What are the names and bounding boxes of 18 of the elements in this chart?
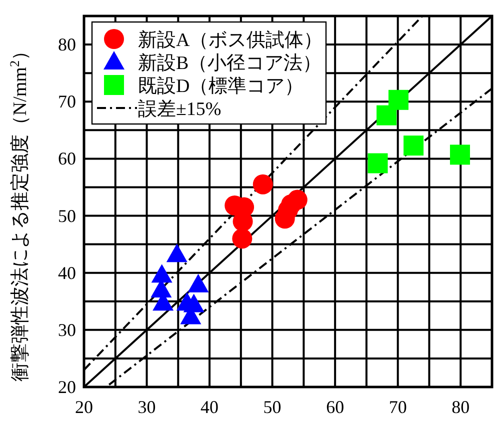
legend-label: 誤差±15%	[138, 99, 222, 120]
x-tick-label: 30	[138, 397, 156, 417]
y-tick-label: 70	[58, 92, 76, 112]
x-tick-label: 50	[263, 397, 282, 417]
y-tick-label: 50	[58, 206, 76, 226]
legend-label: 既設D（標準コア）	[138, 76, 304, 97]
legend-label: 新設A（ボス供試体）	[138, 29, 323, 51]
x-tick-label: 60	[326, 397, 344, 417]
x-tick-label: 80	[452, 397, 470, 417]
x-tick-label: 40	[200, 397, 219, 417]
y-tick-label: 30	[58, 320, 76, 340]
legend-label: 新設B（小径コア法）	[138, 52, 322, 74]
y-tick-label: 40	[58, 262, 76, 283]
y-tick-label: 60	[58, 148, 76, 169]
x-tick-label: 20	[75, 397, 93, 417]
y-tick-label: 80	[58, 34, 76, 55]
x-tick-label: 70	[388, 397, 407, 417]
y-tick-label: 20	[58, 377, 76, 397]
